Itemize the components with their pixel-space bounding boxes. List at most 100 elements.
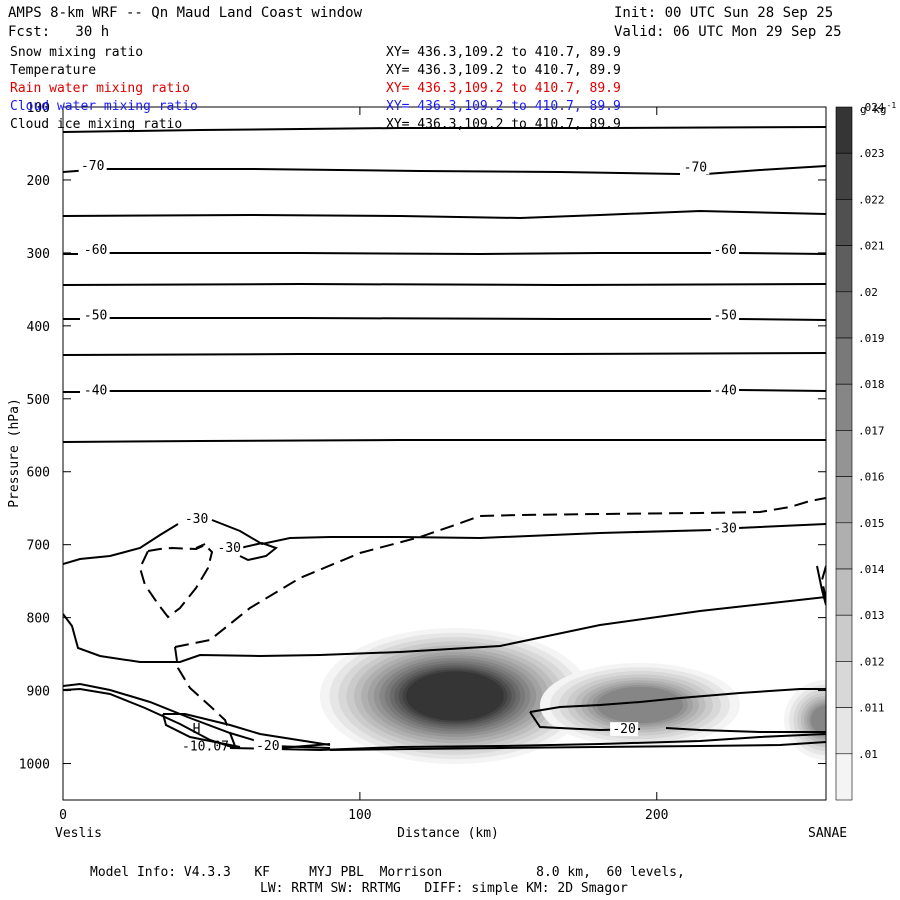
label-bg (81, 308, 110, 323)
plot-frame (62, 106, 827, 801)
isotherm-minus-50 (63, 317, 826, 321)
colorbar-label: .01 (858, 748, 878, 761)
label-bg (215, 541, 244, 556)
legend-name-rain: Rain water mixing ratio (10, 81, 191, 96)
colorbar-unit-text: g kg (860, 103, 887, 116)
high-marker: -10.07 (182, 739, 229, 754)
colorbar-label: .02 (858, 286, 878, 299)
colorbar-label: .014 (858, 563, 885, 576)
label-bg (81, 383, 110, 398)
legend-xy-cloud-ice: XY= 436.3,109.2 to 410.7, 89.9 (386, 117, 621, 132)
temperature-label: -40 (713, 384, 736, 399)
colorbar-unit-superscript: -1 (887, 101, 897, 110)
temperature-label: -20 (612, 722, 635, 737)
y-tick-label: 600 (27, 466, 50, 481)
colorbar-label: .022 (858, 193, 885, 206)
x-endpoint-left: Veslis (55, 826, 102, 841)
temperature-label: -30 (713, 522, 736, 537)
colorbar-swatch (835, 337, 853, 385)
colorbar-label: .017 (858, 424, 885, 437)
colorbar-swatch (835, 614, 853, 662)
valid-time: Valid: 06 UTC Mon 29 Sep 25 (614, 24, 842, 40)
label-bg (610, 722, 639, 737)
high-marker: H (193, 722, 201, 737)
y-tick-label: 1000 (19, 758, 50, 773)
x-tick-labels: 0 100 200 (59, 808, 668, 823)
temperature-label: -30 (185, 512, 208, 527)
isotherm-minus-40 (63, 389, 826, 393)
temperature-label: -50 (713, 309, 736, 324)
temperature-label: -50 (84, 309, 107, 324)
y-tick-label: 500 (27, 393, 50, 408)
shading-band (810, 705, 826, 735)
model-info-line2: LW: RRTM SW: RRTMG DIFF: simple KM: 2D S… (260, 881, 628, 896)
colorbar-swatch (835, 383, 853, 431)
y-tick-label: 900 (27, 685, 50, 700)
forecast-hour: Fcst: 30 h (8, 24, 110, 40)
isotherm-minus-20 (63, 596, 826, 663)
isotherm-surface-b (329, 741, 826, 751)
label-bg (81, 242, 110, 257)
isotherm (63, 352, 826, 356)
y-tick-label: 100 (27, 101, 50, 116)
colorbar-label: .013 (858, 609, 885, 622)
chart-title: AMPS 8-km WRF -- Qn Maud Land Coast wind… (8, 5, 363, 21)
legend-name-cloud-water: Cloud water mixing ratio (10, 99, 198, 114)
label-bg (711, 308, 740, 323)
label-bg (711, 521, 740, 536)
legend-xy-snow: XY= 436.3,109.2 to 410.7, 89.9 (386, 45, 621, 60)
label-bg (711, 383, 740, 398)
colorbar-swatch (835, 152, 853, 200)
y-tick-label: 800 (27, 612, 50, 627)
snow-mixing-ratio-contours (138, 497, 826, 747)
isotherm-minus-60 (63, 252, 826, 256)
colorbar-swatch (835, 707, 853, 755)
isotherm-minus-30 (63, 519, 826, 565)
y-tick-label: 700 (27, 539, 50, 554)
colorbar-label: .011 (858, 702, 885, 715)
legend-name-cloud-ice: Cloud ice mixing ratio (10, 117, 183, 132)
colorbar-swatch (835, 245, 853, 293)
snow-contour-loop (138, 543, 214, 619)
isotherm (63, 439, 826, 443)
colorbar-label: .018 (858, 378, 885, 391)
colorbar-label: .019 (858, 332, 885, 345)
legend-xy-rain: XY= 436.3,109.2 to 410.7, 89.9 (386, 81, 621, 96)
shading-band (596, 686, 684, 724)
snow-contour-descend (174, 646, 236, 747)
colorbar-swatch (835, 199, 853, 246)
isotherm-minus-20-lower (529, 688, 826, 713)
x-axis-label: Distance (km) (397, 826, 499, 841)
colorbar-label: .023 (858, 147, 885, 160)
label-bg (681, 160, 710, 175)
axis-ticks (62, 106, 826, 800)
isotherm (63, 282, 826, 287)
temperature-label: -30 (218, 541, 241, 556)
x-tick-label: 200 (645, 808, 668, 823)
colorbar-unit: g kg-1 (860, 101, 896, 116)
colorbar-swatch (835, 476, 853, 524)
x-tick-label: 100 (348, 808, 371, 823)
colorbar-swatch (835, 522, 853, 570)
snow-contour-right (820, 565, 826, 601)
colorbar-swatch (835, 568, 853, 616)
x-endpoint-right: SANAE (808, 826, 847, 841)
colorbar-label: .021 (858, 240, 885, 253)
right-edge-contour (816, 565, 826, 606)
colorbar-label: .024 (858, 101, 885, 114)
temperature-label: -60 (84, 243, 107, 258)
label-bg (182, 512, 211, 527)
legend-xy-cloud-water: XY= 436.3,109.2 to 410.7, 89.9 (386, 99, 621, 114)
label-bg (711, 242, 740, 257)
temperature-label: -70 (81, 159, 104, 174)
y-axis-label: Pressure (hPa) (7, 398, 22, 508)
snow-mixing-ratio-shading (320, 628, 826, 764)
temperature-contours (63, 126, 826, 752)
temperature-labels: -70 -70 -60 -60 -50 -50 -40 -40 -30 -30 -30 -20 -20 H… (78, 159, 740, 754)
colorbar-label: .012 (858, 655, 885, 668)
y-tick-label: 300 (27, 247, 50, 262)
x-tick-label: 0 (59, 808, 67, 823)
isotherm (63, 126, 826, 133)
colorbar-label: .015 (858, 517, 885, 530)
